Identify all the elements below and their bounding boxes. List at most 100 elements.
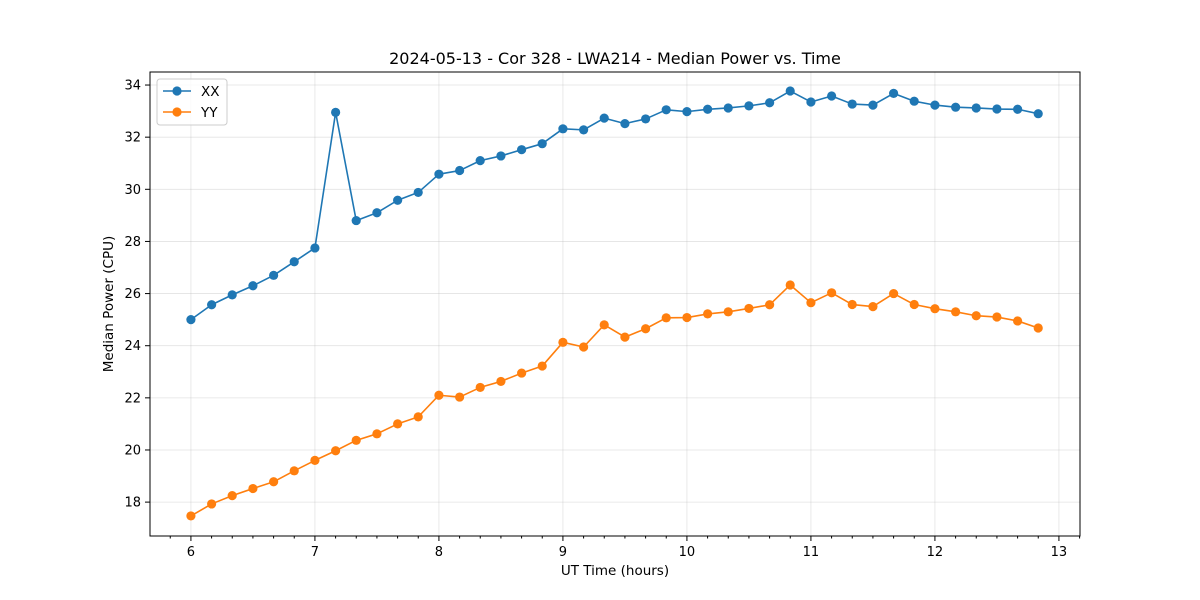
y-axis-ticks: 18 20 22 24 26 28 30 32 34	[124, 79, 150, 511]
data-point-xx	[186, 315, 196, 325]
data-point-xx	[599, 113, 609, 123]
data-point-xx	[310, 243, 320, 253]
data-point-yy	[310, 455, 320, 466]
data-point-xx	[703, 104, 713, 114]
data-point-xx	[248, 281, 258, 291]
y-tick-label: 18	[124, 496, 141, 511]
legend-label: XX	[201, 84, 220, 100]
data-point-yy	[930, 304, 940, 314]
data-point-yy	[744, 303, 754, 314]
x-tick-label: 9	[559, 545, 567, 560]
data-point-yy	[1033, 323, 1043, 333]
y-tick-label: 30	[124, 183, 141, 198]
data-point-yy	[971, 311, 981, 321]
data-point-xx	[971, 103, 981, 113]
data-point-xx	[393, 195, 403, 205]
data-point-yy	[703, 309, 713, 319]
data-point-xx	[620, 119, 630, 129]
data-point-yy	[207, 499, 217, 509]
data-point-xx	[475, 156, 485, 166]
data-point-xx	[889, 88, 899, 98]
data-point-xx	[496, 151, 506, 161]
data-point-xx	[930, 100, 940, 110]
x-tick-label: 7	[311, 545, 319, 560]
data-point-xx	[992, 104, 1002, 114]
data-point-yy	[227, 490, 237, 501]
data-point-yy	[186, 511, 196, 521]
data-point-xx	[785, 86, 795, 96]
data-point-yy	[806, 298, 816, 308]
data-point-xx	[269, 270, 279, 280]
data-point-xx	[909, 96, 919, 106]
data-point-yy	[517, 368, 527, 378]
data-point-yy	[331, 446, 341, 456]
data-point-xx	[331, 107, 341, 118]
data-point-xx	[289, 257, 299, 267]
data-point-xx	[413, 187, 423, 198]
legend-entry-xx: XX	[163, 84, 220, 100]
data-point-yy	[827, 288, 837, 298]
y-tick-label: 22	[124, 391, 141, 406]
data-point-xx	[951, 102, 961, 112]
plot-series	[186, 86, 1043, 521]
data-point-xx	[723, 103, 733, 113]
data-point-xx	[455, 165, 465, 176]
x-tick-label: 12	[927, 545, 944, 560]
data-point-xx	[434, 169, 444, 179]
x-tick-label: 8	[435, 545, 443, 560]
data-point-xx	[227, 290, 237, 300]
data-point-yy	[785, 280, 795, 290]
data-point-yy	[269, 477, 279, 487]
chart-title: 2024-05-13 - Cor 328 - LWA214 - Median P…	[389, 49, 841, 68]
data-point-yy	[661, 313, 671, 323]
y-tick-label: 34	[124, 79, 141, 94]
legend-marker	[172, 107, 182, 117]
legend-entries: XX YY	[163, 84, 220, 121]
grid	[150, 72, 1080, 536]
data-point-yy	[579, 342, 589, 352]
data-point-xx	[517, 145, 527, 155]
data-point-yy	[558, 337, 568, 347]
data-point-xx	[579, 125, 589, 135]
data-point-xx	[1013, 104, 1023, 114]
data-point-xx	[806, 97, 816, 107]
legend-entry-yy: YY	[163, 105, 218, 121]
data-point-xx	[558, 124, 568, 134]
data-point-xx	[765, 98, 775, 108]
legend-label: YY	[200, 105, 218, 121]
data-point-yy	[372, 429, 382, 439]
x-tick-label: 6	[187, 545, 195, 560]
data-point-yy	[248, 483, 258, 494]
series-xx	[186, 86, 1043, 325]
data-point-yy	[351, 435, 361, 445]
data-point-yy	[868, 302, 878, 312]
y-tick-label: 28	[124, 235, 141, 250]
x-tick-label: 10	[679, 545, 696, 560]
series-yy	[186, 280, 1043, 521]
data-point-yy	[889, 288, 899, 299]
data-point-yy	[909, 299, 919, 310]
y-tick-label: 24	[124, 339, 141, 354]
data-point-yy	[1013, 316, 1023, 326]
data-point-xx	[351, 215, 361, 226]
data-point-yy	[496, 376, 506, 387]
data-point-yy	[455, 392, 465, 402]
data-point-xx	[641, 114, 651, 124]
data-point-xx	[868, 100, 878, 110]
data-point-yy	[475, 382, 485, 393]
data-point-yy	[413, 412, 423, 422]
data-point-xx	[682, 107, 692, 117]
data-point-xx	[827, 91, 837, 101]
legend-marker	[172, 86, 182, 96]
legend: XX YY	[156, 78, 228, 126]
data-point-yy	[434, 390, 444, 400]
data-point-xx	[537, 139, 547, 149]
y-axis-label: Median Power (CPU)	[101, 236, 117, 372]
data-point-yy	[393, 419, 403, 429]
data-point-yy	[620, 332, 630, 342]
data-point-xx	[847, 99, 857, 109]
y-tick-label: 20	[124, 443, 141, 458]
y-tick-label: 26	[124, 287, 141, 302]
x-tick-label: 13	[1051, 545, 1068, 560]
